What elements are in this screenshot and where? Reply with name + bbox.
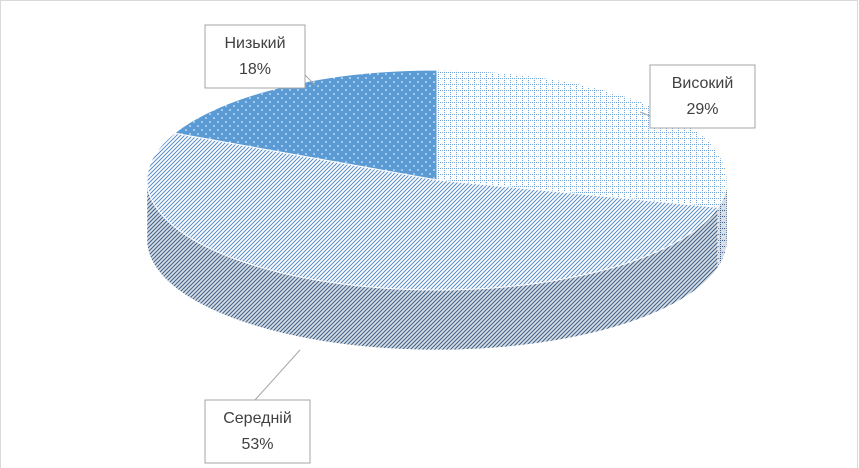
label-box — [649, 64, 756, 129]
label-name: Низький — [224, 35, 285, 52]
label-value: 29% — [686, 101, 718, 118]
label-value: 18% — [239, 61, 271, 78]
label-value: 53% — [241, 436, 273, 453]
label-box — [204, 399, 311, 464]
label-box — [204, 24, 306, 89]
pie-slice — [146, 132, 719, 291]
label-name: Середній — [223, 410, 292, 427]
label-name: Високий — [672, 75, 734, 92]
callout-line — [254, 349, 301, 401]
